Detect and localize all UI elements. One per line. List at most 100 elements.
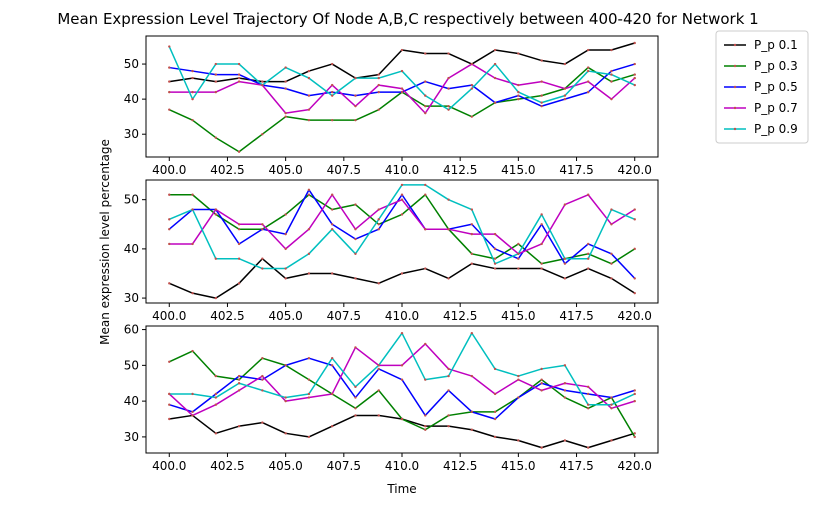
- legend-marker: [733, 106, 737, 110]
- data-point: [447, 198, 450, 201]
- data-point: [354, 277, 357, 280]
- series-p-p-0-5-panel-3: [168, 357, 636, 421]
- data-point: [400, 272, 404, 275]
- data-point: [191, 97, 194, 101]
- data-point: [517, 267, 520, 270]
- data-point: [307, 108, 311, 111]
- data-point: [307, 76, 311, 80]
- data-point: [563, 203, 567, 206]
- data-point: [354, 76, 357, 80]
- x-tick-label: 420.0: [618, 459, 652, 473]
- data-point: [610, 252, 613, 255]
- data-point: [493, 410, 497, 414]
- series-line: [168, 66, 635, 153]
- data-point: [261, 267, 264, 270]
- data-point: [424, 193, 427, 196]
- data-point: [400, 364, 404, 367]
- data-point: [214, 136, 218, 139]
- legend-label: P_p 0.5: [754, 80, 798, 94]
- legend: P_p 0.1 P_p 0.3 P_p 0.5 P_p 0.7 P_p 0.9: [715, 30, 809, 144]
- data-point: [610, 277, 613, 280]
- data-point: [493, 417, 497, 421]
- legend-item: P_p 0.9: [724, 122, 798, 136]
- data-point: [330, 392, 334, 396]
- data-point: [563, 277, 567, 280]
- data-point: [633, 291, 636, 295]
- data-point: [493, 367, 497, 371]
- data-point: [261, 421, 264, 424]
- data-point: [284, 364, 287, 367]
- data-point: [168, 66, 171, 69]
- data-point: [191, 76, 194, 80]
- data-point: [284, 396, 287, 399]
- data-point: [168, 242, 171, 246]
- x-tick-label: 400.0: [152, 459, 186, 473]
- data-point: [610, 97, 613, 101]
- data-point: [563, 87, 567, 90]
- data-point: [307, 392, 311, 396]
- data-point: [214, 73, 218, 76]
- data-point: [261, 389, 264, 392]
- data-point: [470, 83, 474, 87]
- series-line: [169, 357, 635, 420]
- data-point: [633, 76, 636, 80]
- data-point: [633, 435, 636, 439]
- data-point: [237, 378, 241, 381]
- data-point: [400, 193, 404, 196]
- x-tick-label: 407.5: [327, 309, 361, 323]
- data-point: [237, 382, 241, 385]
- data-point: [586, 403, 590, 406]
- data-point: [563, 94, 567, 97]
- data-point: [447, 367, 450, 371]
- data-point: [307, 193, 311, 196]
- data-point: [400, 90, 404, 94]
- data-point: [237, 76, 241, 80]
- data-point: [493, 232, 497, 236]
- data-point: [586, 385, 590, 389]
- data-point: [610, 73, 613, 76]
- data-point: [517, 439, 520, 442]
- x-tick-label: 402.5: [210, 459, 244, 473]
- data-point: [424, 342, 427, 346]
- data-point: [214, 90, 218, 94]
- series-line: [168, 189, 636, 279]
- legend-marker: [733, 85, 737, 89]
- series-p-p-0-3-panel-3: [168, 349, 636, 439]
- data-point: [424, 104, 427, 108]
- data-point: [377, 364, 380, 367]
- data-point: [470, 252, 474, 255]
- x-tick-label: 417.5: [559, 309, 593, 323]
- legend-marker: [733, 127, 737, 131]
- data-point: [540, 446, 543, 449]
- series-p-p-0-1-panel-1: [168, 41, 636, 83]
- data-point: [191, 291, 194, 295]
- data-point: [261, 378, 264, 381]
- data-point: [633, 247, 636, 251]
- data-point: [261, 133, 264, 136]
- data-point: [330, 424, 334, 428]
- data-point: [354, 94, 357, 97]
- data-point: [377, 90, 380, 94]
- data-point: [307, 272, 311, 275]
- data-point: [377, 414, 380, 417]
- data-point: [517, 97, 520, 101]
- data-point: [470, 208, 474, 211]
- x-tick-label: 412.5: [443, 459, 477, 473]
- data-point: [377, 223, 380, 226]
- data-point: [330, 272, 334, 275]
- data-point: [330, 357, 334, 360]
- data-point: [307, 396, 311, 399]
- data-point: [610, 48, 613, 52]
- data-point: [354, 385, 357, 389]
- data-point: [168, 282, 171, 285]
- data-point: [470, 428, 474, 431]
- data-point: [610, 208, 613, 211]
- data-point: [377, 76, 380, 80]
- data-point: [424, 111, 427, 115]
- data-point: [563, 257, 567, 260]
- data-point: [237, 424, 241, 428]
- data-point: [284, 399, 287, 403]
- data-point: [470, 223, 474, 226]
- legend-label: P_p 0.3: [754, 59, 798, 73]
- data-point: [540, 213, 543, 216]
